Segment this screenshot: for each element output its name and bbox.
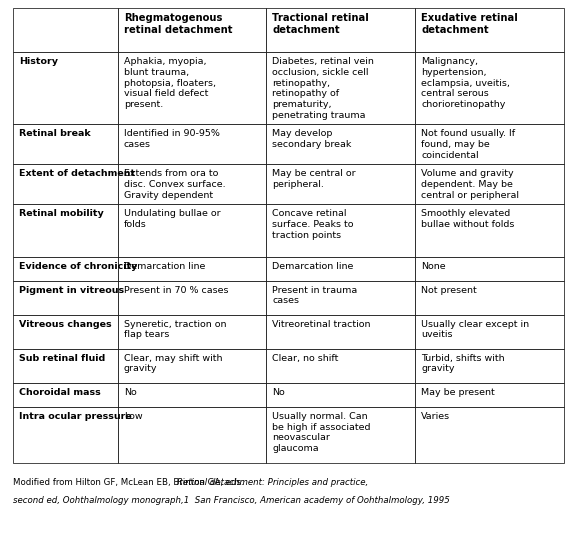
Bar [118, 164, 267, 204]
Text: Smoothly elevated
bullae without folds: Smoothly elevated bullae without folds [421, 209, 515, 229]
Text: Usually normal. Can
be high if associated
neovascular
glaucoma: Usually normal. Can be high if associate… [272, 412, 371, 453]
Bar [118, 8, 267, 52]
Text: Undulating bullae or
folds: Undulating bullae or folds [124, 209, 220, 229]
Bar [267, 383, 415, 407]
Bar [13, 52, 118, 124]
Text: Extent of detachment: Extent of detachment [19, 169, 135, 178]
Bar [13, 204, 118, 257]
Bar [415, 124, 564, 164]
Text: Pigment in vitreous: Pigment in vitreous [19, 286, 124, 295]
Text: Diabetes, retinal vein
occlusion, sickle cell
retinopathy,
retinopathy of
premat: Diabetes, retinal vein occlusion, sickle… [272, 57, 374, 120]
Text: No: No [272, 388, 285, 397]
Text: Extends from ora to
disc. Convex surface.
Gravity dependent: Extends from ora to disc. Convex surface… [124, 169, 225, 200]
Bar [267, 204, 415, 257]
Text: Evidence of chronicity: Evidence of chronicity [19, 261, 137, 271]
Bar [267, 124, 415, 164]
Bar [13, 281, 118, 315]
Text: No: No [124, 388, 137, 397]
Text: Concave retinal
surface. Peaks to
traction points: Concave retinal surface. Peaks to tracti… [272, 209, 354, 240]
Text: Identified in 90-95%
cases: Identified in 90-95% cases [124, 129, 220, 149]
Text: Not found usually. If
found, may be
coincidental: Not found usually. If found, may be coin… [421, 129, 515, 160]
Text: Vitreoretinal traction: Vitreoretinal traction [272, 320, 371, 329]
Text: Demarcation line: Demarcation line [124, 261, 205, 271]
Text: Present in 70 % cases: Present in 70 % cases [124, 286, 228, 295]
Bar [415, 164, 564, 204]
Bar [415, 383, 564, 407]
Text: Present in trauma
cases: Present in trauma cases [272, 286, 358, 306]
Text: Aphakia, myopia,
blunt trauma,
photopsia, floaters,
visual field defect
present.: Aphakia, myopia, blunt trauma, photopsia… [124, 57, 216, 109]
Bar [267, 8, 415, 52]
Text: May be central or
peripheral.: May be central or peripheral. [272, 169, 356, 189]
Bar [118, 52, 267, 124]
Bar [13, 257, 118, 281]
Bar [13, 383, 118, 407]
Text: May develop
secondary break: May develop secondary break [272, 129, 352, 149]
Bar [267, 257, 415, 281]
Text: Rhegmatogenous
retinal detachment: Rhegmatogenous retinal detachment [124, 13, 232, 35]
Text: Volume and gravity
dependent. May be
central or peripheral: Volume and gravity dependent. May be cen… [421, 169, 519, 200]
Bar [267, 315, 415, 349]
Bar [415, 315, 564, 349]
Bar [118, 349, 267, 383]
Text: Retinal break: Retinal break [19, 129, 91, 138]
Bar [415, 349, 564, 383]
Bar [267, 164, 415, 204]
Text: Clear, may shift with
gravity: Clear, may shift with gravity [124, 354, 222, 373]
Text: second ed, Oohthalmology monograph,1  San Francisco, American academy of Oohthal: second ed, Oohthalmology monograph,1 San… [13, 496, 450, 505]
Text: Usually clear except in
uveitis: Usually clear except in uveitis [421, 320, 529, 339]
Bar [118, 315, 267, 349]
Text: Exudative retinal
detachment: Exudative retinal detachment [421, 13, 518, 35]
Bar [267, 349, 415, 383]
Text: None: None [421, 261, 446, 271]
Bar [415, 257, 564, 281]
Text: Retinal mobility: Retinal mobility [19, 209, 104, 218]
Text: Low: Low [124, 412, 142, 421]
Bar [415, 8, 564, 52]
Text: Sub retinal fluid: Sub retinal fluid [19, 354, 105, 363]
Bar [13, 8, 118, 52]
Bar [13, 407, 118, 463]
Bar [118, 281, 267, 315]
Text: Clear, no shift: Clear, no shift [272, 354, 339, 363]
Text: Tractional retinal
detachment: Tractional retinal detachment [272, 13, 369, 35]
Text: Vitreous changes: Vitreous changes [19, 320, 112, 329]
Text: Not present: Not present [421, 286, 477, 295]
Bar [267, 407, 415, 463]
Text: Varies: Varies [421, 412, 450, 421]
Bar [118, 257, 267, 281]
Bar [118, 204, 267, 257]
Text: History: History [19, 57, 58, 66]
Text: Syneretic, traction on
flap tears: Syneretic, traction on flap tears [124, 320, 226, 339]
Bar [415, 281, 564, 315]
Bar [13, 124, 118, 164]
Text: Demarcation line: Demarcation line [272, 261, 354, 271]
Bar [13, 164, 118, 204]
Bar [415, 52, 564, 124]
Bar [118, 383, 267, 407]
Text: Retinal detachment: Principles and practice,: Retinal detachment: Principles and pract… [177, 478, 368, 487]
Text: Malignancy,
hypertension,
eclampsia, uveitis,
central serous
chorioretinopathy: Malignancy, hypertension, eclampsia, uve… [421, 57, 510, 109]
Bar [118, 124, 267, 164]
Bar [267, 52, 415, 124]
Text: Intra ocular pressure: Intra ocular pressure [19, 412, 132, 421]
Bar [267, 281, 415, 315]
Text: Modified from Hilton GF, McLean EB, Brinton GA, eds.: Modified from Hilton GF, McLean EB, Brin… [13, 478, 247, 487]
Text: Choroidal mass: Choroidal mass [19, 388, 101, 397]
Text: May be present: May be present [421, 388, 495, 397]
Bar [118, 407, 267, 463]
Bar [415, 407, 564, 463]
Text: Turbid, shifts with
gravity: Turbid, shifts with gravity [421, 354, 505, 373]
Bar [13, 315, 118, 349]
Bar [415, 204, 564, 257]
Bar [13, 349, 118, 383]
